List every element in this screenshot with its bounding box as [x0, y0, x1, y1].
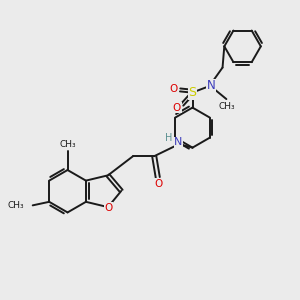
Text: O: O [154, 179, 163, 189]
Text: O: O [104, 203, 113, 213]
Text: O: O [173, 103, 181, 112]
Text: H: H [165, 133, 172, 142]
Text: CH₃: CH₃ [219, 102, 235, 111]
Text: CH₃: CH₃ [8, 201, 25, 210]
Text: O: O [169, 84, 178, 94]
Text: N: N [206, 79, 215, 92]
Text: S: S [188, 86, 196, 99]
Text: N: N [174, 137, 183, 147]
Text: CH₃: CH₃ [59, 140, 76, 149]
